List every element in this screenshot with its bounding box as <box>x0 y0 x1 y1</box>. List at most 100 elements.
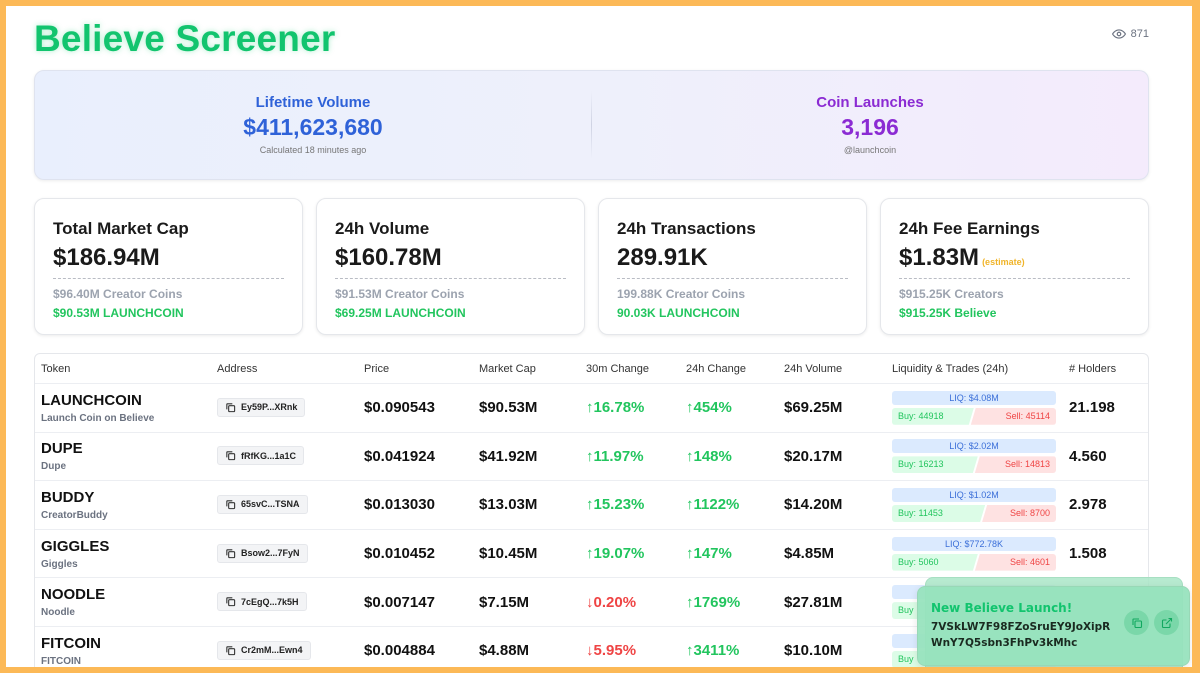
stat-sub-creator: $91.53M Creator Coins <box>335 287 465 301</box>
buy-count: Buy: 16213 <box>892 456 978 473</box>
toast-open-button[interactable] <box>1154 610 1179 635</box>
token-cell: DUPE Dupe <box>35 440 217 472</box>
table-row[interactable]: BUDDY CreatorBuddy 65svC...TSNA $0.01303… <box>35 481 1148 530</box>
change-arrow: ↑ <box>686 399 694 417</box>
col-header-24h-volume[interactable]: 24h Volume <box>784 362 843 375</box>
change-value: 16.78% <box>593 399 645 417</box>
token-price: $0.004884 <box>364 642 435 660</box>
view-counter: 871 <box>1111 27 1149 41</box>
table-row[interactable]: GIGGLES Giggles Bsow2...7FyN $0.010452 $… <box>35 530 1148 579</box>
col-header-token[interactable]: Token <box>41 362 71 375</box>
change-30m: ↑19.07% <box>586 545 686 562</box>
stat-divider <box>899 278 1130 279</box>
token-holders: 1.508 <box>1069 545 1107 563</box>
token-address: fRfKG...1a1C <box>241 450 297 461</box>
change-value: 1122% <box>693 496 740 514</box>
liquidity-cell: LIQ: $2.02M Buy: 16213 Sell: 14813 <box>892 439 1067 474</box>
stat-divider <box>335 278 566 279</box>
token-market-cap: $13.03M <box>479 496 538 514</box>
sell-count: Sell: 14813 <box>974 456 1056 474</box>
eye-icon <box>1111 29 1126 39</box>
col-header-24h-change[interactable]: 24h Change <box>686 362 746 375</box>
liquidity-value: LIQ: $772.78K <box>892 536 1056 551</box>
liquidity-value: LIQ: $1.02M <box>892 487 1056 502</box>
copy-address-button[interactable]: fRfKG...1a1C <box>217 446 305 466</box>
change-arrow: ↑ <box>686 593 694 611</box>
copy-icon <box>226 646 236 655</box>
copy-address-button[interactable]: Bsow2...7FyN <box>217 543 308 563</box>
change-value: 454% <box>693 399 732 417</box>
token-symbol: GIGGLES <box>41 537 110 555</box>
table-row[interactable]: LAUNCHCOIN Launch Coin on Believe Ey59P.… <box>35 384 1148 433</box>
table-row[interactable]: DUPE Dupe fRfKG...1a1C $0.041924 $41.92M… <box>35 433 1148 482</box>
token-symbol: DUPE <box>41 440 83 458</box>
trade-bar: Buy: 44918 Sell: 45114 <box>892 407 1056 425</box>
token-cell: GIGGLES Giggles <box>35 538 217 570</box>
change-30m: ↓5.95% <box>586 642 686 659</box>
stat-value-number: $186.94M <box>53 244 160 271</box>
change-arrow: ↑ <box>586 496 594 514</box>
stat-sub-believe: $915.25K Believe <box>899 306 997 320</box>
token-symbol: NOODLE <box>41 586 106 604</box>
token-name: Dupe <box>41 461 66 473</box>
stat-value: 289.91K <box>617 244 848 272</box>
token-symbol: FITCOIN <box>41 634 101 652</box>
estimate-note: (estimate) <box>982 257 1025 267</box>
change-arrow: ↑ <box>686 545 694 563</box>
stat-card-24h-volume: 24h Volume $160.78M $91.53M Creator Coin… <box>316 198 585 335</box>
change-arrow: ↑ <box>686 496 694 514</box>
change-value: 1769% <box>693 593 741 611</box>
stat-divider <box>53 278 284 279</box>
stat-value: $160.78M <box>335 244 566 272</box>
page: Believe Screener 871 Lifetime Volume $41… <box>6 6 1192 667</box>
token-market-cap: $4.88M <box>479 642 530 660</box>
stat-label: 24h Fee Earnings <box>899 219 1040 238</box>
liquidity-cell: LIQ: $772.78K Buy: 5060 Sell: 4601 <box>892 536 1067 571</box>
new-launch-toast[interactable]: New Believe Launch! 7VSkLW7F98FZoSruEY9J… <box>917 586 1190 666</box>
token-name: Launch Coin on Believe <box>41 412 155 424</box>
address-cell: 7cEgQ...7k5H <box>217 592 364 612</box>
trade-bar: Buy: 5060 Sell: 4601 <box>892 553 1056 571</box>
stat-sub-launchcoin: $69.25M LAUNCHCOIN <box>335 306 466 320</box>
copy-address-button[interactable]: 65svC...TSNA <box>217 494 308 514</box>
token-price: $0.007147 <box>364 593 435 611</box>
toast-copy-button[interactable] <box>1124 610 1149 635</box>
app-title: Believe Screener <box>34 18 336 59</box>
token-address: 7cEgQ...7k5H <box>241 596 299 607</box>
col-header-holders[interactable]: # Holders <box>1069 362 1117 375</box>
token-market-cap: $10.45M <box>479 545 538 563</box>
copy-icon <box>226 500 236 510</box>
token-holders: 2.978 <box>1069 496 1107 514</box>
token-name: Noodle <box>41 607 75 619</box>
token-address: Ey59P...XRnk <box>241 402 298 413</box>
copy-address-button[interactable]: Ey59P...XRnk <box>217 397 306 417</box>
change-arrow: ↑ <box>586 399 594 417</box>
col-header-address[interactable]: Address <box>217 362 258 375</box>
liquidity-value: LIQ: $4.08M <box>892 390 1056 405</box>
liquidity-cell: LIQ: $1.02M Buy: 11453 Sell: 8700 <box>892 487 1067 522</box>
token-name: FITCOIN <box>41 655 81 667</box>
trade-bar: Buy: 11453 Sell: 8700 <box>892 504 1056 522</box>
col-header-market-cap[interactable]: Market Cap <box>479 362 536 375</box>
change-value: 148% <box>693 447 732 465</box>
copy-address-button[interactable]: 7cEgQ...7k5H <box>217 592 307 612</box>
change-24h: ↑3411% <box>686 642 784 659</box>
address-cell: Cr2mM...Ewn4 <box>217 640 364 661</box>
col-header-30m-change[interactable]: 30m Change <box>586 362 649 375</box>
view-count: 871 <box>1130 28 1149 40</box>
token-name: CreatorBuddy <box>41 509 108 521</box>
change-24h: ↑454% <box>686 399 784 416</box>
token-volume: $69.25M <box>784 399 843 417</box>
copy-address-button[interactable]: Cr2mM...Ewn4 <box>217 640 311 660</box>
liquidity-trades: LIQ: $1.02M Buy: 11453 Sell: 8700 <box>892 487 1056 522</box>
address-cell: fRfKG...1a1C <box>217 446 364 466</box>
col-header-liquidity[interactable]: Liquidity & Trades (24h) <box>892 362 1009 375</box>
change-24h: ↑147% <box>686 545 784 562</box>
col-header-price[interactable]: Price <box>364 362 390 375</box>
token-market-cap: $7.15M <box>479 593 530 611</box>
token-cell: FITCOIN FITCOIN <box>35 635 217 667</box>
toast-address: 7VSkLW7F98FZoSruEY9JoXipRWnY7Q5sbn3FhPv3… <box>931 621 1111 649</box>
token-volume: $10.10M <box>784 642 843 660</box>
stat-sub-launchcoin: $90.53M LAUNCHCOIN <box>53 306 184 320</box>
stat-value: $186.94M <box>53 244 284 272</box>
